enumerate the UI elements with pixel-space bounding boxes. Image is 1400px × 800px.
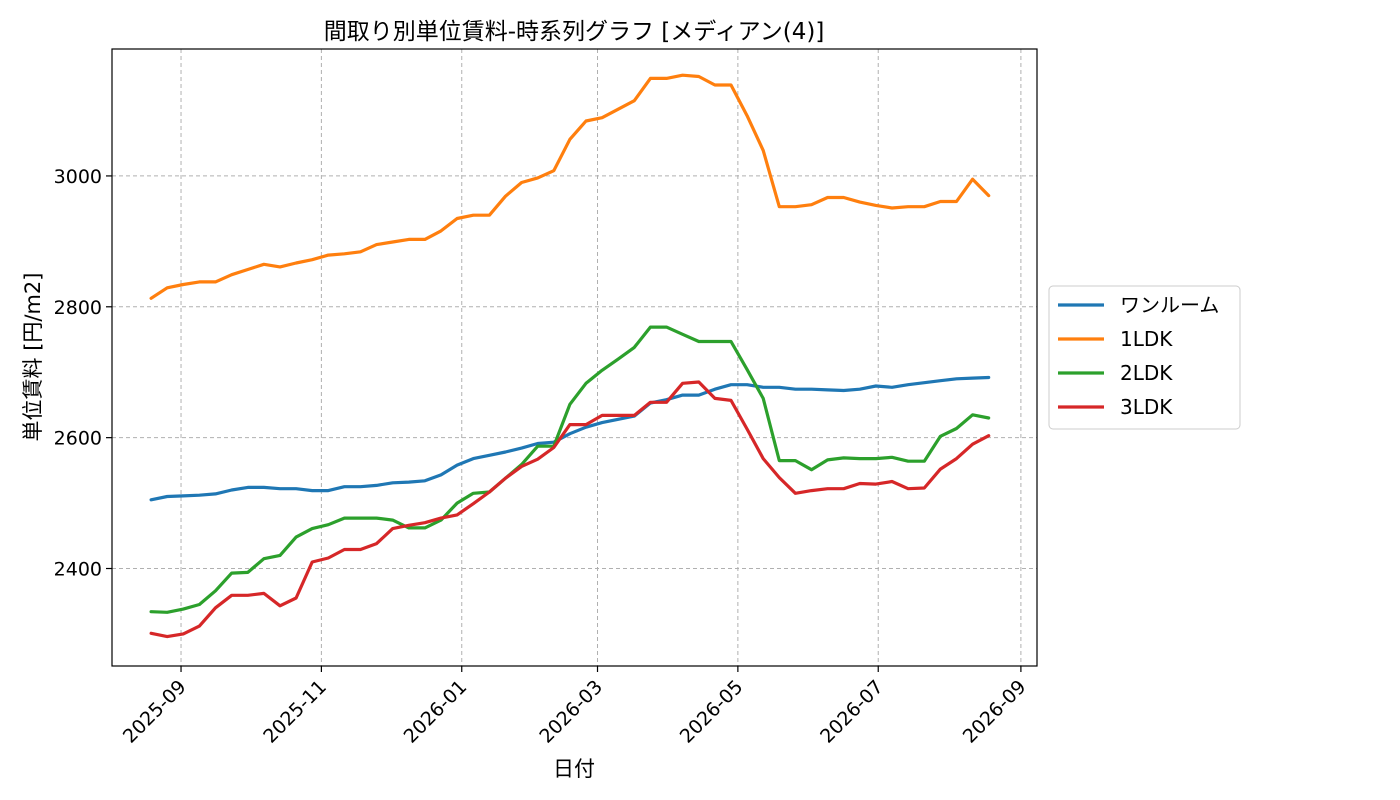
plot-area	[149, 73, 991, 639]
x-tick-label: 2025-09	[119, 676, 191, 748]
legend-label-3: 2LDK	[1120, 361, 1173, 385]
y-tick-label: 2800	[54, 297, 102, 319]
x-tick-label: 2026-09	[959, 676, 1031, 748]
legend-box	[1048, 285, 1241, 430]
y-axis: 2400 2600 2800 3000	[54, 166, 112, 581]
series-line-2	[149, 73, 991, 300]
x-tick-label: 2026-03	[535, 676, 607, 748]
legend: ワンルーム 1LDK 2LDK 3LDK	[1048, 285, 1241, 430]
y-tick-label: 2400	[54, 559, 102, 581]
legend-label-4: 3LDK	[1120, 395, 1173, 419]
x-axis-label: 日付	[553, 757, 595, 781]
x-axis: 2025-09 2025-11 2026-01 2026-03 2026-05 2026-…	[119, 666, 1031, 748]
y-tick-label: 2600	[54, 428, 102, 450]
x-tick-label: 2026-01	[400, 676, 472, 748]
legend-label-1: ワンルーム	[1120, 293, 1219, 317]
series-line-3	[149, 325, 991, 614]
series-line-1	[149, 375, 991, 502]
y-tick-label: 3000	[54, 166, 102, 188]
x-tick-label: 2025-11	[259, 676, 331, 748]
grid	[112, 49, 1037, 666]
y-axis-label: 単位賃料 [円/m2]	[21, 273, 45, 442]
plot-frame	[111, 48, 1038, 667]
series-line-4	[149, 380, 991, 639]
x-tick-label: 2026-07	[816, 676, 888, 748]
legend-label-2: 1LDK	[1120, 327, 1173, 351]
x-tick-label: 2026-05	[676, 676, 748, 748]
chart-title: 間取り別単位賃料-時系列グラフ [メディアン(4)]	[324, 19, 825, 45]
